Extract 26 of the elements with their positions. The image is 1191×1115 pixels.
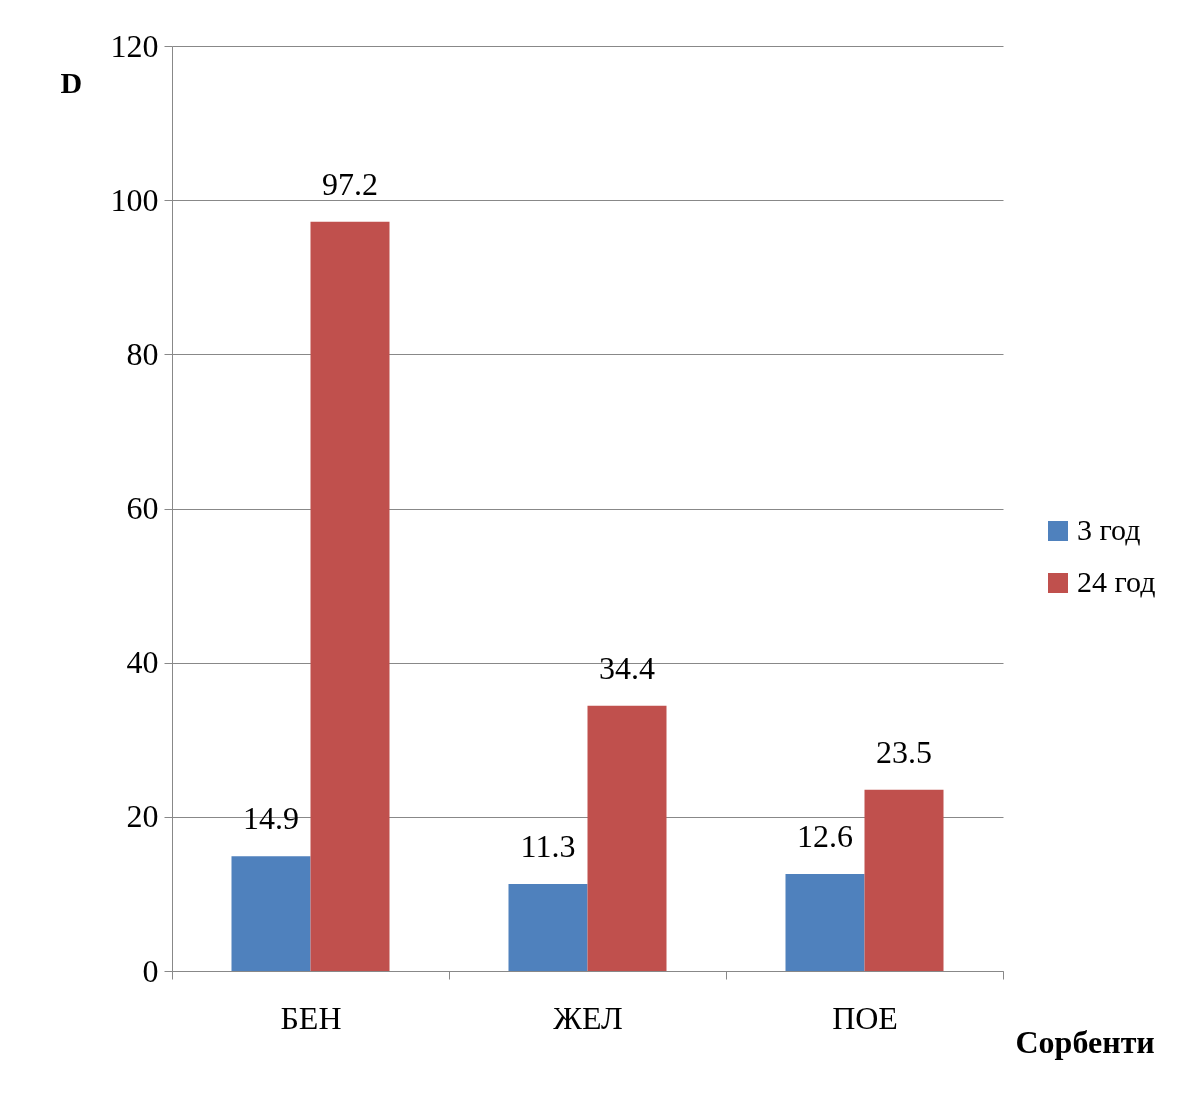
y-tick-label: 120	[110, 27, 159, 64]
x-axis-title: Сорбенти	[1015, 1023, 1155, 1060]
bar	[310, 221, 390, 971]
x-tick-label: БЕН	[280, 999, 342, 1036]
data-label: 14.9	[243, 800, 299, 837]
x-tick-label: ПОЕ	[832, 999, 898, 1036]
bar	[785, 873, 865, 971]
y-tick-label: 0	[142, 952, 159, 989]
y-tick-label: 60	[126, 490, 159, 526]
legend-label: 24 год	[1077, 565, 1156, 598]
y-tick-label: 40	[126, 644, 159, 681]
x-tick-label: ЖЕЛ	[553, 999, 623, 1036]
y-tick-label: 80	[126, 335, 159, 372]
data-label: 12.6	[797, 817, 853, 854]
legend-label: 3 год	[1077, 513, 1141, 546]
data-label: 97.2	[322, 165, 378, 202]
data-label: 34.4	[599, 649, 655, 686]
y-tick-label: 20	[126, 798, 159, 835]
data-label: 23.5	[876, 733, 932, 770]
bar	[231, 856, 311, 971]
bar	[508, 883, 588, 971]
bar	[587, 705, 667, 971]
y-axis-title: D	[60, 65, 83, 99]
bar	[864, 789, 944, 971]
data-label: 11.3	[520, 827, 576, 864]
y-tick-label: 100	[110, 181, 159, 218]
